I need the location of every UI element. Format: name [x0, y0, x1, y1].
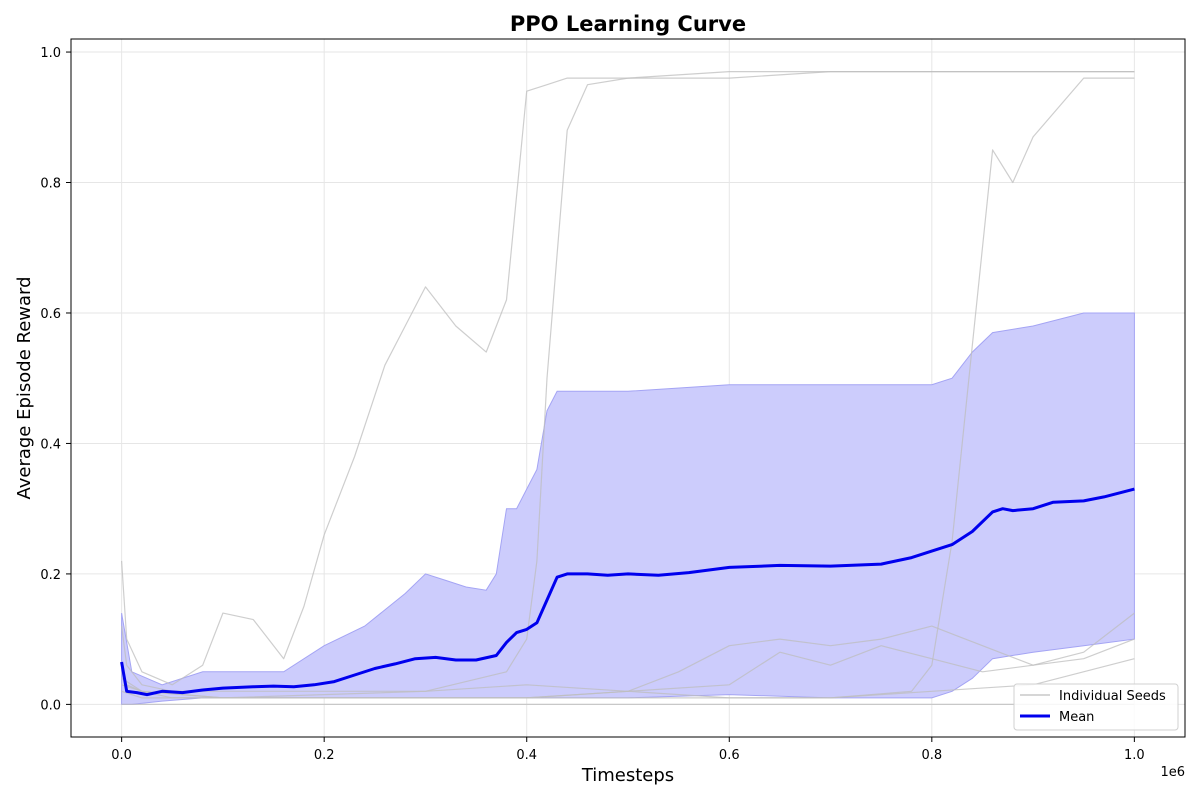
legend-mean-label: Mean [1059, 710, 1094, 725]
y-tick-label: 0.0 [40, 698, 61, 713]
y-tick-label: 1.0 [40, 46, 61, 61]
x-tick-label: 0.8 [921, 748, 942, 763]
x-tick-label: 0.4 [516, 748, 537, 763]
seed-line-6 [121, 658, 1135, 699]
plot-frame [70, 38, 1186, 738]
y-tick-label: 0.6 [40, 307, 61, 322]
mean-line-group [120, 487, 1135, 697]
y-tick-label: 0.2 [40, 568, 61, 583]
x-axis-label: Timesteps [581, 765, 674, 786]
ticks: 0.0 0.2 0.4 0.6 0.8 1.0 0.0 0.2 0.4 0.6 0.8 1.0 [40, 46, 1144, 763]
seed-lines [121, 70, 1135, 706]
seed-line-1 [121, 70, 1135, 686]
legend-seed-label: Individual Seeds [1059, 689, 1166, 704]
y-tick-label: 0.8 [40, 177, 61, 192]
seed-line-5 [121, 638, 1135, 699]
x-tick-label: 0.2 [314, 748, 335, 763]
y-tick-label: 0.4 [40, 437, 61, 452]
x-tick-label: 1.0 [1124, 748, 1145, 763]
legend: Individual Seeds Mean [1013, 683, 1179, 731]
chart-title: PPO Learning Curve [510, 12, 746, 36]
x-tick-label: 0.0 [111, 748, 132, 763]
legend-box [1013, 683, 1179, 731]
mean-line [120, 487, 1135, 697]
x-tick-label: 0.6 [719, 748, 740, 763]
x-axis-offset: 1e6 [1160, 765, 1185, 780]
y-axis-label: Average Episode Reward [14, 276, 35, 499]
